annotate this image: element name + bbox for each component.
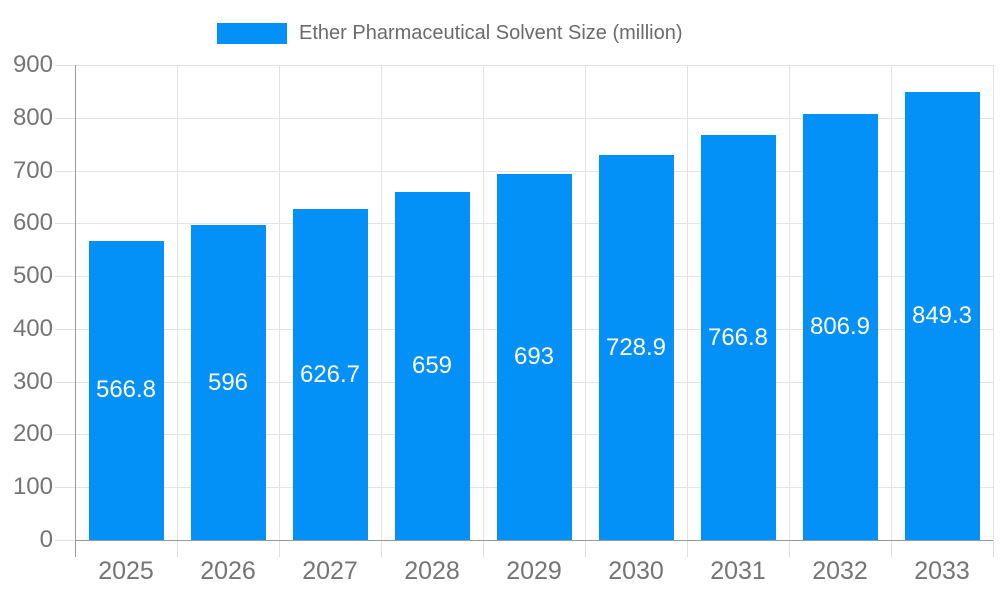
bar-value-label: 693 — [513, 343, 555, 371]
y-tick-label: 100 — [12, 473, 53, 501]
y-tick — [55, 276, 75, 278]
bar — [292, 209, 368, 540]
x-tick-label: 2026 — [200, 557, 256, 585]
y-tick-label: 800 — [12, 103, 53, 131]
x-tick-label: 2030 — [608, 557, 664, 585]
y-tick — [55, 434, 75, 436]
x-axis-line — [75, 540, 993, 541]
bar — [190, 225, 266, 540]
bar — [496, 174, 572, 540]
x-tick — [381, 540, 382, 557]
y-tick — [55, 65, 75, 66]
x-tick-label: 2031 — [710, 557, 766, 585]
y-tick — [55, 381, 75, 383]
bar-value-label: 626.7 — [299, 360, 361, 388]
bar — [394, 192, 470, 540]
y-tick-label: 400 — [12, 314, 53, 342]
x-tick — [891, 540, 892, 557]
x-tick-label: 2028 — [404, 557, 460, 585]
y-gridline — [75, 117, 993, 119]
bar-value-label: 566.8 — [95, 376, 157, 404]
bar-value-label: 806.9 — [809, 313, 871, 341]
y-tick — [55, 487, 75, 489]
x-tick — [993, 540, 994, 557]
x-tick-label: 2033 — [914, 557, 970, 585]
y-axis-line — [75, 65, 76, 557]
x-tick — [687, 540, 688, 557]
y-tick-label: 600 — [12, 209, 53, 237]
y-tick — [55, 170, 75, 172]
x-tick — [177, 540, 178, 557]
bar — [598, 155, 674, 540]
x-gridline — [993, 65, 994, 540]
x-gridline — [789, 65, 790, 540]
bar — [700, 135, 776, 540]
x-gridline — [585, 65, 586, 540]
y-tick — [55, 540, 75, 541]
x-gridline — [687, 65, 688, 540]
x-tick-label: 2025 — [98, 557, 154, 585]
bar-value-label: 659 — [411, 352, 453, 380]
x-tick — [279, 540, 280, 557]
x-gridline — [483, 65, 484, 540]
x-gridline — [279, 65, 280, 540]
x-tick — [483, 540, 484, 557]
legend: Ether Pharmaceutical Solvent Size (milli… — [217, 21, 683, 45]
bar — [802, 114, 878, 540]
bar-value-label: 849.3 — [911, 301, 973, 329]
x-tick-label: 2027 — [302, 557, 358, 585]
legend-swatch — [217, 22, 287, 44]
x-tick — [789, 540, 790, 557]
x-gridline — [891, 65, 892, 540]
y-gridline — [75, 65, 993, 66]
x-gridline — [381, 65, 382, 540]
x-tick-label: 2032 — [812, 557, 868, 585]
x-tick-label: 2029 — [506, 557, 562, 585]
y-tick-label: 500 — [12, 262, 53, 290]
y-tick-label: 300 — [12, 367, 53, 395]
y-tick — [55, 223, 75, 225]
bar — [88, 240, 164, 540]
bar — [904, 91, 980, 540]
y-tick-label: 700 — [12, 156, 53, 184]
y-tick-label: 200 — [12, 420, 53, 448]
bar-value-label: 728.9 — [605, 333, 667, 361]
x-tick — [585, 540, 586, 557]
y-gridline — [75, 170, 993, 172]
y-tick-label: 0 — [39, 526, 53, 553]
legend-label: Ether Pharmaceutical Solvent Size (milli… — [299, 22, 683, 44]
bar-value-label: 766.8 — [707, 323, 769, 351]
y-tick — [55, 328, 75, 330]
y-tick-label: 900 — [12, 51, 53, 78]
y-tick — [55, 117, 75, 119]
bar-value-label: 596 — [207, 368, 249, 396]
x-gridline — [177, 65, 178, 540]
